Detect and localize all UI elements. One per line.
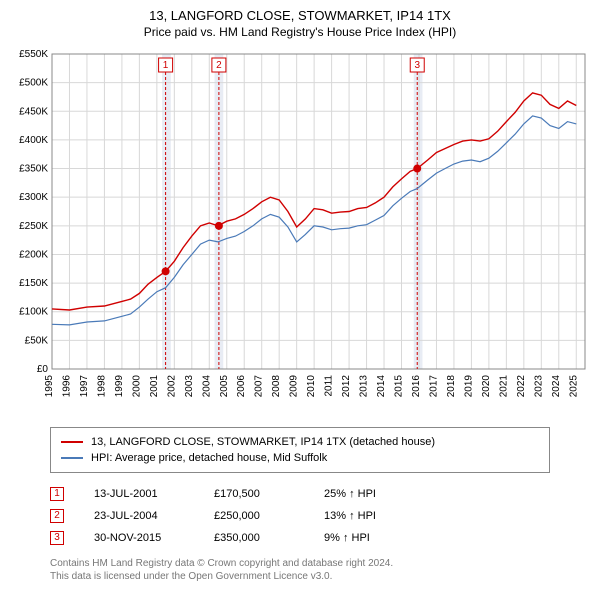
x-axis-label: 2000 <box>131 375 142 398</box>
x-axis-label: 2007 <box>254 375 265 398</box>
sales-date: 23-JUL-2004 <box>94 505 184 527</box>
x-axis-label: 2011 <box>324 375 335 397</box>
legend-label: HPI: Average price, detached house, Mid … <box>91 450 327 466</box>
x-axis-label: 2002 <box>166 375 177 398</box>
x-axis-label: 2025 <box>568 375 579 398</box>
y-axis-label: £100K <box>19 307 48 318</box>
sale-marker-number: 2 <box>216 60 222 71</box>
x-axis-label: 2014 <box>376 375 387 398</box>
sales-price: £350,000 <box>214 527 294 549</box>
y-axis-label: £150K <box>19 278 48 289</box>
sale-marker-number: 1 <box>163 60 169 71</box>
y-axis-label: £200K <box>19 249 48 260</box>
y-axis-label: £550K <box>19 49 48 60</box>
x-axis-label: 2015 <box>394 375 405 398</box>
x-axis-label: 1997 <box>79 375 90 398</box>
x-axis-label: 2024 <box>551 375 562 398</box>
line-chart-svg: £0 £50K £100K £150K £200K £250K £300K £350K £400… <box>10 49 590 419</box>
x-axis-label: 1996 <box>61 375 72 398</box>
x-axis-label: 2012 <box>341 375 352 398</box>
x-axis-label: 1995 <box>44 375 55 398</box>
sale-marker-number: 3 <box>414 60 420 71</box>
x-axis-label: 2019 <box>463 375 474 398</box>
sales-row: 1 13-JUL-2001 £170,500 25% ↑ HPI <box>50 483 590 505</box>
y-axis-label: £500K <box>19 78 48 89</box>
y-axis-label: £400K <box>19 135 48 146</box>
x-axis-label: 2010 <box>306 375 317 398</box>
sales-marker-box: 1 <box>50 487 64 501</box>
x-axis-label: 2003 <box>184 375 195 398</box>
x-axis-label: 2018 <box>446 375 457 398</box>
sale-point-dot <box>413 165 421 173</box>
legend-row: 13, LANGFORD CLOSE, STOWMARKET, IP14 1TX… <box>61 434 539 450</box>
x-axis-label: 2023 <box>533 375 544 398</box>
x-axis-label: 2016 <box>411 375 422 398</box>
legend-swatch <box>61 441 83 443</box>
sales-pct: 9% ↑ HPI <box>324 527 414 549</box>
x-axis-label: 2017 <box>428 375 439 398</box>
sale-point-dot <box>162 267 170 275</box>
sales-marker-box: 2 <box>50 509 64 523</box>
x-axis-label: 2001 <box>149 375 160 398</box>
sales-date: 30-NOV-2015 <box>94 527 184 549</box>
sales-pct: 13% ↑ HPI <box>324 505 414 527</box>
sales-date: 13-JUL-2001 <box>94 483 184 505</box>
sales-row: 2 23-JUL-2004 £250,000 13% ↑ HPI <box>50 505 590 527</box>
y-axis-label: £50K <box>25 335 49 346</box>
y-axis-label: £250K <box>19 221 48 232</box>
sales-pct: 25% ↑ HPI <box>324 483 414 505</box>
footer-line-2: This data is licensed under the Open Gov… <box>50 570 590 583</box>
sales-row: 3 30-NOV-2015 £350,000 9% ↑ HPI <box>50 527 590 549</box>
sale-point-dot <box>215 222 223 230</box>
y-axis-label: £350K <box>19 164 48 175</box>
x-axis-label: 1998 <box>96 375 107 398</box>
legend-box: 13, LANGFORD CLOSE, STOWMARKET, IP14 1TX… <box>50 427 550 473</box>
y-axis-label: £0 <box>37 364 49 375</box>
y-axis-label: £450K <box>19 106 48 117</box>
x-axis-label: 1999 <box>114 375 125 398</box>
x-axis-label: 2005 <box>219 375 230 398</box>
chart-band <box>414 54 423 369</box>
legend-row: HPI: Average price, detached house, Mid … <box>61 450 539 466</box>
sales-price: £170,500 <box>214 483 294 505</box>
x-axis-label: 2008 <box>271 375 282 398</box>
x-axis-label: 2013 <box>359 375 370 398</box>
footer-attribution: Contains HM Land Registry data © Crown c… <box>50 557 590 583</box>
sales-marker-box: 3 <box>50 531 64 545</box>
chart-subtitle: Price paid vs. HM Land Registry's House … <box>10 25 590 39</box>
x-axis-label: 2022 <box>516 375 527 398</box>
x-axis-label: 2004 <box>201 375 212 398</box>
footer-line-1: Contains HM Land Registry data © Crown c… <box>50 557 590 570</box>
sales-price: £250,000 <box>214 505 294 527</box>
chart-band <box>215 54 224 369</box>
x-axis-label: 2021 <box>498 375 509 398</box>
x-axis-label: 2009 <box>289 375 300 398</box>
x-axis-label: 2020 <box>481 375 492 398</box>
legend-swatch <box>61 457 83 459</box>
chart-plot-area: £0 £50K £100K £150K £200K £250K £300K £350K £400… <box>10 49 590 419</box>
sales-table: 1 13-JUL-2001 £170,500 25% ↑ HPI 2 23-JUL-200… <box>50 483 590 549</box>
chart-band <box>162 54 171 369</box>
x-axis-label: 2006 <box>236 375 247 398</box>
legend-label: 13, LANGFORD CLOSE, STOWMARKET, IP14 1TX… <box>91 434 435 450</box>
chart-container: { "title": "13, LANGFORD CLOSE, STOWMARK… <box>0 0 600 591</box>
y-axis-label: £300K <box>19 192 48 203</box>
chart-title: 13, LANGFORD CLOSE, STOWMARKET, IP14 1TX <box>10 8 590 23</box>
